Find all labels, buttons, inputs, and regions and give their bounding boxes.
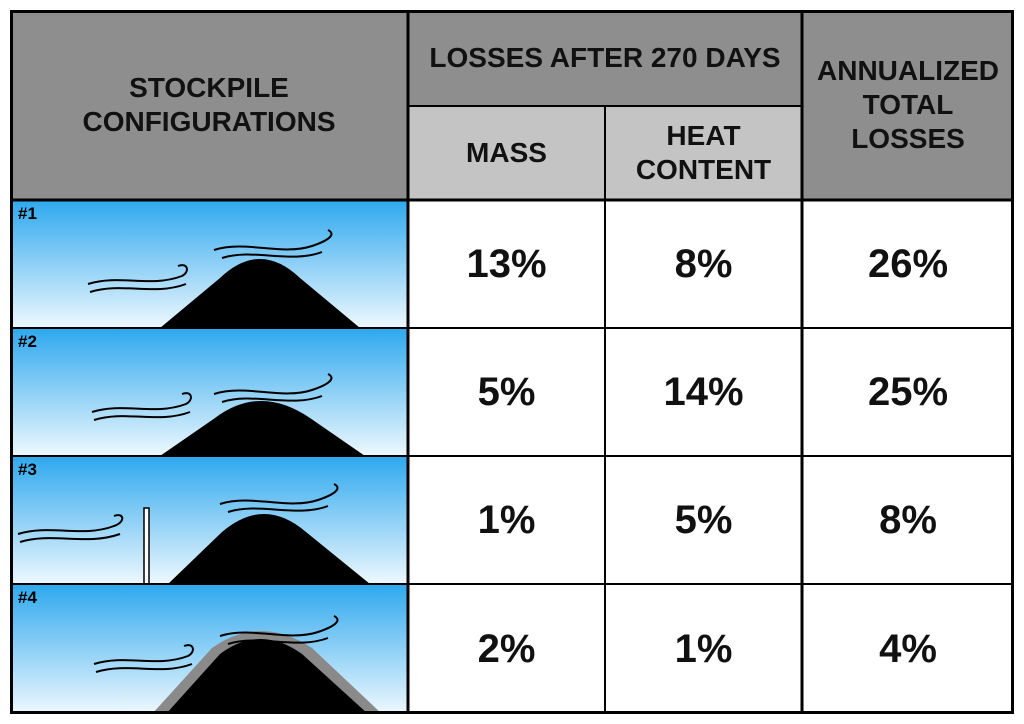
row-4-heat: 1% bbox=[605, 584, 802, 714]
pile-with-windbreak-icon bbox=[10, 456, 408, 584]
row-4-mass: 2% bbox=[408, 584, 605, 714]
row-2-heat: 14% bbox=[605, 328, 802, 456]
config-4-illustration: #4 bbox=[10, 584, 408, 714]
row-1-annual: 26% bbox=[802, 200, 1014, 328]
covered-pile-icon bbox=[10, 584, 408, 714]
header-losses-after-270-days: LOSSES AFTER 270 DAYS bbox=[408, 10, 802, 106]
config-2-illustration: #2 bbox=[10, 328, 408, 456]
config-1-illustration: #1 bbox=[10, 200, 408, 328]
row-4-annual: 4% bbox=[802, 584, 1014, 714]
row-1-heat: 8% bbox=[605, 200, 802, 328]
row-3-mass: 1% bbox=[408, 456, 605, 584]
uncovered-pile-icon bbox=[10, 200, 408, 328]
row-3-annual: 8% bbox=[802, 456, 1014, 584]
config-4-label: #4 bbox=[18, 588, 37, 607]
row-2-mass: 5% bbox=[408, 328, 605, 456]
stockpile-losses-table: STOCKPILE CONFIGURATIONS LOSSES AFTER 27… bbox=[10, 10, 1014, 714]
config-3-illustration: #3 bbox=[10, 456, 408, 584]
header-annualized-total-losses: ANNUALIZED TOTAL LOSSES bbox=[802, 10, 1014, 200]
row-1-mass: 13% bbox=[408, 200, 605, 328]
config-1-label: #1 bbox=[18, 204, 37, 223]
config-3-label: #3 bbox=[18, 460, 37, 479]
row-3-heat: 5% bbox=[605, 456, 802, 584]
config-2-label: #2 bbox=[18, 332, 37, 351]
header-heat-content: HEAT CONTENT bbox=[605, 106, 802, 200]
header-mass: MASS bbox=[408, 106, 605, 200]
uncovered-pile-icon bbox=[10, 328, 408, 456]
row-2-annual: 25% bbox=[802, 328, 1014, 456]
header-stockpile-configurations: STOCKPILE CONFIGURATIONS bbox=[10, 10, 408, 200]
